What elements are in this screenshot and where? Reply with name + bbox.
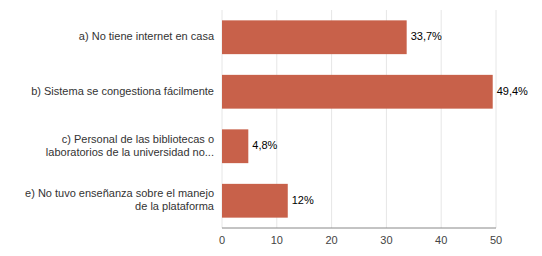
bars [222,20,493,217]
y-tick-label: e) No tuvo enseñanza sobre el manejode l… [25,187,215,212]
y-tick-label-line: de la plataforma [135,200,215,212]
data-label: 12% [292,194,314,206]
y-tick-label-line: c) Personal de las bibliotecas o [62,133,214,145]
bar [222,184,288,218]
y-tick-label-line: b) Sistema se congestiona fácilmente [31,85,214,97]
bar [222,75,493,109]
y-tick-label: a) No tiene internet en casa [79,30,215,42]
x-tick-line [496,10,497,228]
data-label: 49,4% [497,85,528,97]
x-axis-line [222,228,496,229]
bar [222,20,407,54]
x-tick-label: 30 [380,234,392,246]
data-label: 33,7% [411,30,442,42]
data-label: 4,8% [252,139,277,151]
chart-container: 0 10 20 30 40 50 12% 4,8% 49,4% 33,7% e) No tuvo e… [0,0,542,256]
chart-svg: 0 10 20 30 40 50 12% 4,8% 49,4% 33,7% e) No tuvo e… [0,0,542,256]
bar [222,129,248,163]
y-tick-label: b) Sistema se congestiona fácilmente [31,85,214,97]
x-tick-label: 40 [435,234,447,246]
x-tick-line [441,10,442,228]
x-axis: 0 10 20 30 40 50 [219,10,502,246]
y-tick-label-line: laboratorios de la universidad no... [46,145,214,157]
x-tick-label: 0 [219,234,225,246]
x-tick-label: 20 [325,234,337,246]
y-tick-label-line: a) No tiene internet en casa [79,30,215,42]
x-tick-label: 10 [271,234,283,246]
data-labels: 12% 4,8% 49,4% 33,7% [252,30,528,206]
y-tick-label-line: e) No tuvo enseñanza sobre el manejo [25,187,214,199]
y-tick-label: c) Personal de las bibliotecas olaborato… [46,133,214,158]
y-axis: e) No tuvo enseñanza sobre el manejode l… [25,30,215,212]
x-tick-label: 50 [490,234,502,246]
